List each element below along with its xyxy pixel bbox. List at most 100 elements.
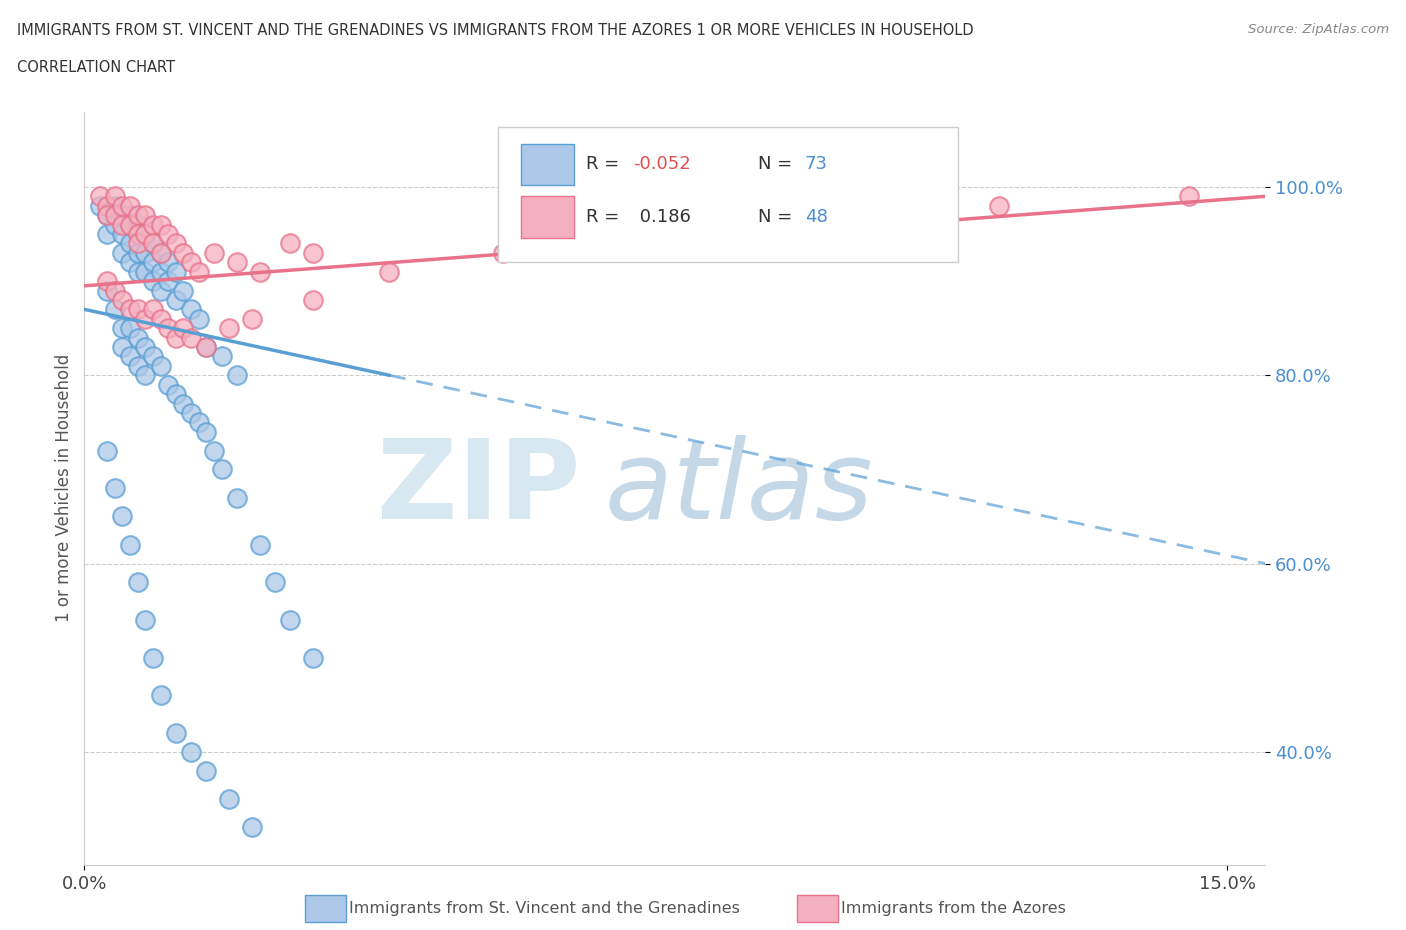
Point — [149, 218, 172, 232]
Point — [149, 246, 172, 260]
Point — [104, 283, 127, 298]
Point — [89, 189, 111, 204]
Point — [120, 198, 142, 213]
Text: 73: 73 — [804, 155, 828, 173]
Text: Immigrants from the Azores: Immigrants from the Azores — [841, 901, 1066, 916]
Point — [218, 791, 240, 806]
Point — [111, 198, 134, 213]
Text: Source: ZipAtlas.com: Source: ZipAtlas.com — [1249, 23, 1389, 36]
Y-axis label: 1 or more Vehicles in Household: 1 or more Vehicles in Household — [55, 354, 73, 622]
Point — [104, 207, 127, 222]
Point — [111, 293, 134, 308]
Point — [187, 312, 209, 326]
Text: -0.052: -0.052 — [634, 155, 692, 173]
Point — [142, 302, 165, 317]
Point — [202, 246, 225, 260]
Point — [104, 481, 127, 496]
Point — [987, 198, 1010, 213]
Point — [1178, 189, 1201, 204]
Point — [96, 273, 118, 288]
Point — [225, 255, 247, 270]
Text: atlas: atlas — [605, 434, 873, 542]
Point — [142, 650, 165, 665]
Point — [127, 302, 149, 317]
Point — [180, 745, 202, 760]
Point — [104, 218, 127, 232]
Point — [134, 227, 156, 242]
Point — [104, 302, 127, 317]
Point — [172, 283, 194, 298]
Text: IMMIGRANTS FROM ST. VINCENT AND THE GRENADINES VS IMMIGRANTS FROM THE AZORES 1 O: IMMIGRANTS FROM ST. VINCENT AND THE GREN… — [17, 23, 973, 38]
Text: 0.186: 0.186 — [634, 208, 690, 226]
Point — [134, 264, 156, 279]
Point — [142, 236, 165, 251]
Text: N =: N = — [758, 155, 797, 173]
Point — [165, 330, 187, 345]
Point — [187, 415, 209, 430]
Point — [134, 227, 156, 242]
Point — [134, 367, 156, 383]
Point — [127, 227, 149, 242]
Point — [211, 462, 233, 477]
Point — [149, 312, 172, 326]
Point — [120, 538, 142, 552]
Text: ZIP: ZIP — [377, 434, 581, 542]
Point — [157, 227, 180, 242]
Point — [263, 575, 285, 590]
Point — [149, 688, 172, 703]
Point — [195, 764, 218, 778]
Text: R =: R = — [586, 208, 626, 226]
Text: N =: N = — [758, 208, 797, 226]
Point — [96, 207, 118, 222]
Point — [249, 264, 271, 279]
Point — [111, 227, 134, 242]
Point — [195, 424, 218, 439]
Point — [492, 246, 515, 260]
Point — [134, 613, 156, 628]
Point — [195, 339, 218, 354]
Point — [240, 312, 263, 326]
Point — [180, 330, 202, 345]
Point — [120, 321, 142, 336]
Point — [120, 236, 142, 251]
Point — [127, 575, 149, 590]
Point — [218, 321, 240, 336]
Point — [96, 207, 118, 222]
FancyBboxPatch shape — [498, 126, 959, 262]
Point — [211, 349, 233, 364]
Point — [127, 358, 149, 373]
Point — [278, 613, 301, 628]
Point — [165, 387, 187, 402]
Point — [134, 339, 156, 354]
Point — [127, 330, 149, 345]
Point — [96, 198, 118, 213]
Point — [127, 227, 149, 242]
Point — [240, 820, 263, 835]
Point — [127, 218, 149, 232]
Text: R =: R = — [586, 155, 626, 173]
Point — [157, 378, 180, 392]
Text: 48: 48 — [804, 208, 828, 226]
Point — [120, 302, 142, 317]
Point — [96, 283, 118, 298]
Point — [157, 321, 180, 336]
Point — [165, 236, 187, 251]
Point — [120, 349, 142, 364]
Point — [180, 405, 202, 420]
Point — [104, 198, 127, 213]
Point — [142, 236, 165, 251]
Point — [142, 218, 165, 232]
Point — [172, 321, 194, 336]
Point — [149, 358, 172, 373]
Point — [157, 255, 180, 270]
Point — [149, 246, 172, 260]
Point — [187, 264, 209, 279]
Point — [120, 255, 142, 270]
Point — [195, 339, 218, 354]
Point — [225, 490, 247, 505]
Point — [225, 367, 247, 383]
Point — [302, 650, 325, 665]
Point — [120, 218, 142, 232]
Point — [111, 207, 134, 222]
FancyBboxPatch shape — [522, 196, 575, 238]
